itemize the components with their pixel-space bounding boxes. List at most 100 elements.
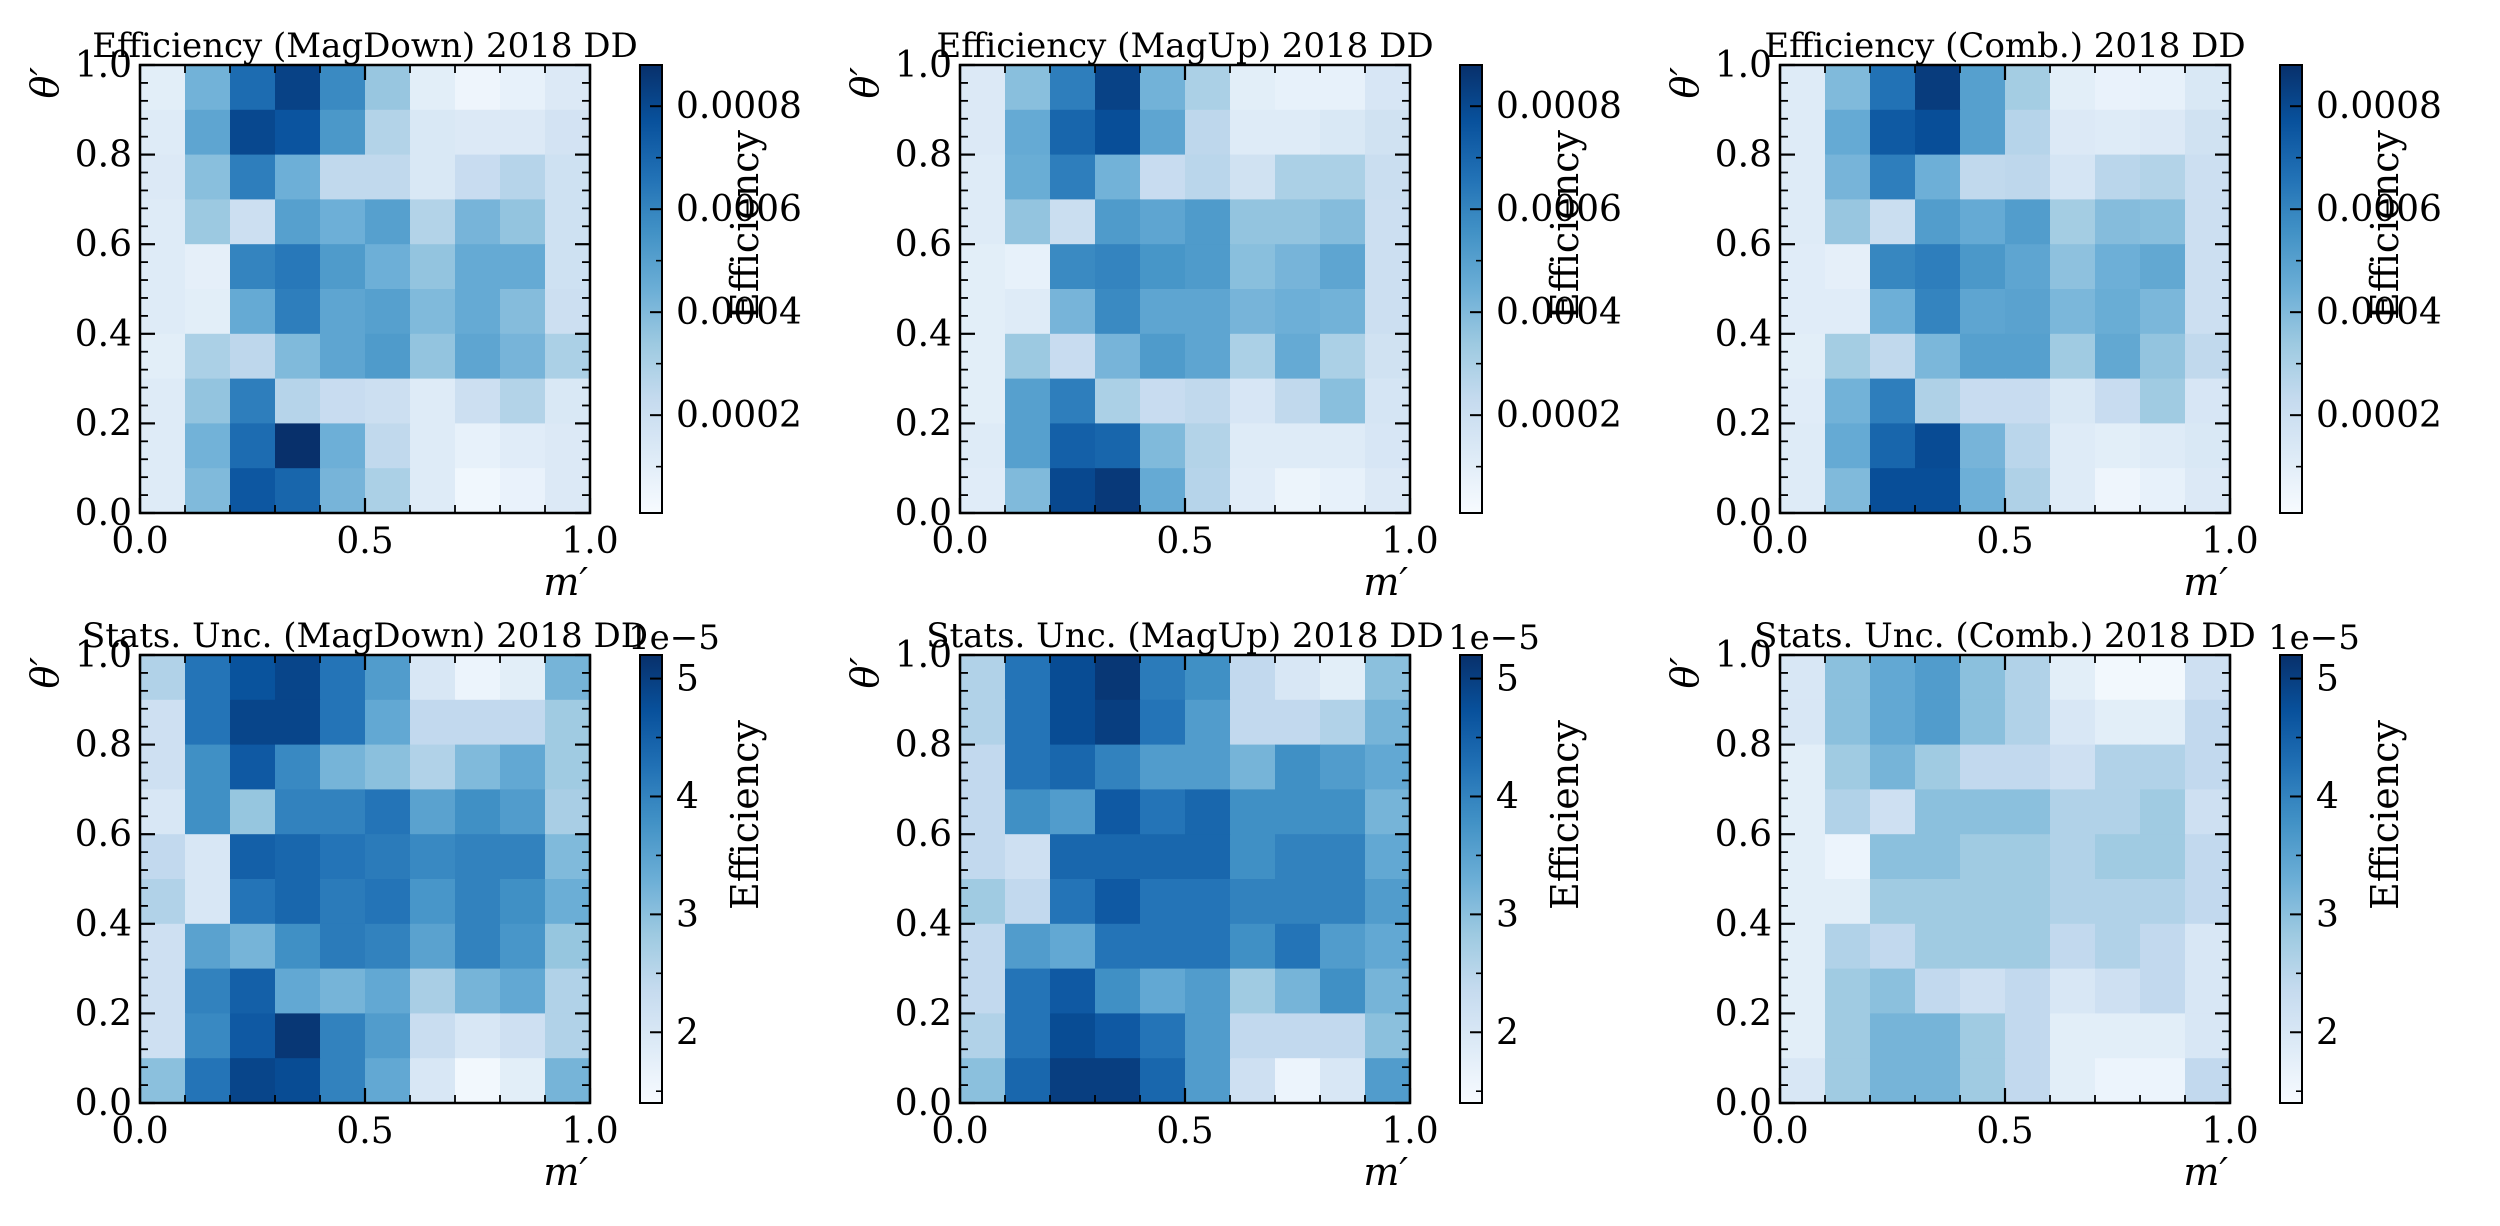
y-axis-label: θ′	[843, 67, 887, 99]
x-tick-label: 0.0	[111, 1111, 168, 1152]
heatmap-cell	[1915, 1058, 1961, 1104]
colorbar-tick-label: 2	[2316, 1012, 2339, 1053]
y-tick-label: 1.0	[75, 635, 132, 676]
y-tick-label: 1.0	[895, 45, 952, 86]
heatmap-cell	[1050, 333, 1096, 380]
heatmap-cell	[2005, 333, 2051, 380]
heatmap-cell	[1915, 468, 1961, 514]
heatmap-cell	[2005, 834, 2051, 880]
heatmap-cell	[1185, 378, 1231, 424]
heatmap-cell	[320, 789, 366, 835]
heatmap-cell	[1050, 244, 1096, 290]
heatmap-cell	[960, 289, 1006, 335]
heatmap-cell	[365, 65, 411, 111]
heatmap-cell	[1005, 968, 1051, 1014]
heatmap-cell	[1870, 834, 1916, 880]
y-tick-label: 1.0	[1715, 635, 1772, 676]
heatmap-cell	[275, 789, 321, 835]
heatmap-cell	[1825, 923, 1871, 970]
heatmap-cell	[545, 468, 591, 514]
heatmap-cell	[320, 65, 366, 111]
heatmap-cell	[275, 423, 321, 469]
heatmap-cell	[2050, 744, 2096, 790]
heatmap-cell	[1185, 744, 1231, 790]
heatmap-cell	[2005, 378, 2051, 424]
heatmap-cell	[1230, 333, 1276, 380]
heatmap-cell	[185, 968, 231, 1014]
heatmap-cell	[140, 834, 186, 880]
heatmap-cell	[2140, 834, 2186, 880]
heatmap-cell	[1005, 699, 1051, 746]
heatmap-cell	[1320, 744, 1366, 790]
colorbar	[2279, 654, 2303, 1104]
heatmap-cell	[410, 468, 456, 514]
heatmap-cell	[1320, 289, 1366, 335]
heatmap-cell	[1960, 744, 2006, 790]
heatmap-cell	[2005, 109, 2051, 156]
heatmap-cell	[1960, 289, 2006, 335]
heatmap-cell	[185, 423, 231, 469]
heatmap-cell	[1095, 289, 1141, 335]
heatmap-cell	[230, 154, 276, 200]
heatmap-cell	[320, 744, 366, 790]
heatmap-cell	[365, 699, 411, 746]
heatmap-cell	[185, 468, 231, 514]
colorbar-tick-label: 3	[2316, 894, 2339, 935]
heatmap-cell	[545, 65, 591, 111]
heatmap-cell	[2140, 968, 2186, 1014]
y-tick-label: 0.8	[75, 135, 132, 176]
heatmap-cell	[185, 289, 231, 335]
heatmap-cell	[960, 655, 1006, 701]
heatmap-cell	[2095, 378, 2141, 424]
heatmap-cell	[1320, 244, 1366, 290]
heatmap-cell	[1320, 923, 1366, 970]
heatmap-cell	[230, 1013, 276, 1059]
heatmap-cell	[1825, 744, 1871, 790]
heatmap-cell	[1825, 199, 1871, 245]
heatmap-cell	[365, 333, 411, 380]
heatmap-cell	[2095, 1013, 2141, 1059]
heatmap-cell	[1140, 423, 1186, 469]
heatmap-cell	[140, 1058, 186, 1104]
y-tick-label: 0.4	[75, 904, 132, 945]
heatmap-cell	[545, 655, 591, 701]
heatmap-cell	[500, 423, 546, 469]
heatmap-cell	[545, 333, 591, 380]
x-tick-label: 0.5	[1156, 1111, 1213, 1152]
colorbar-tick-label: 4	[1496, 776, 1519, 817]
heatmap-cell	[1870, 244, 1916, 290]
heatmap-cell	[1825, 699, 1871, 746]
heatmap-cell	[1825, 1013, 1871, 1059]
x-tick-label: 0.0	[111, 521, 168, 562]
heatmap-cell	[455, 65, 501, 111]
heatmap-cell	[2005, 699, 2051, 746]
heatmap-cell	[410, 655, 456, 701]
heatmap-cell	[1915, 378, 1961, 424]
heatmap-cell	[365, 109, 411, 156]
y-tick-label: 0.4	[1715, 314, 1772, 355]
chart-title: Efficiency (MagDown) 2018 DD	[92, 26, 638, 66]
heatmap-cell	[500, 109, 546, 156]
heatmap-cell	[1275, 378, 1321, 424]
heatmap-cell	[2095, 468, 2141, 514]
heatmap-cell	[1050, 1013, 1096, 1059]
heatmap-cell	[185, 154, 231, 200]
heatmap-cell	[1050, 968, 1096, 1014]
heatmap-cell	[410, 244, 456, 290]
heatmap-cell	[500, 789, 546, 835]
heatmap-cell	[1960, 655, 2006, 701]
heatmap-cell	[545, 879, 591, 925]
heatmap-cell	[1185, 834, 1231, 880]
heatmap-cell	[320, 244, 366, 290]
heatmap-cell	[140, 879, 186, 925]
heatmap-cell	[320, 333, 366, 380]
y-tick-label: 0.6	[895, 224, 952, 265]
heatmap-cell	[185, 378, 231, 424]
heatmap-cell	[410, 65, 456, 111]
heatmap-cell	[1230, 423, 1276, 469]
heatmap-cell	[1960, 378, 2006, 424]
heatmap-cell	[1005, 923, 1051, 970]
heatmap-cell	[2050, 199, 2096, 245]
heatmap-cell	[1825, 655, 1871, 701]
